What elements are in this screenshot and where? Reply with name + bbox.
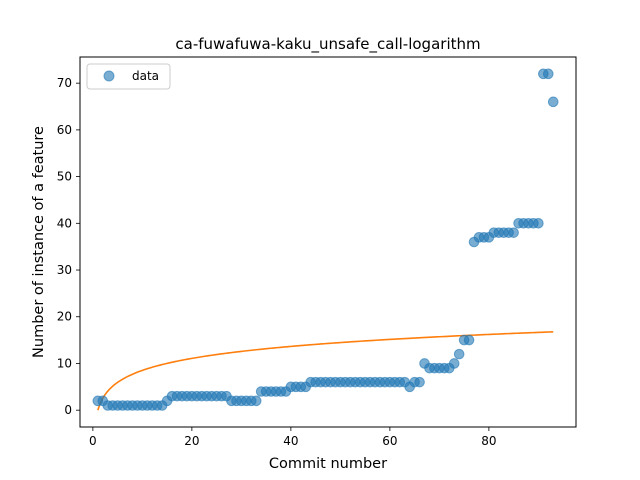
y-tick-label: 50: [57, 170, 72, 184]
data-point: [533, 218, 544, 229]
data-point: [448, 358, 460, 369]
x-axis-label: Commit number: [269, 456, 387, 472]
y-tick-label: 40: [57, 216, 72, 230]
x-tick-label: 20: [184, 434, 199, 448]
y-tick-label: 0: [64, 403, 72, 417]
data-point: [508, 227, 519, 238]
y-tick-label: 70: [57, 76, 72, 90]
data-point: [463, 334, 475, 346]
x-tick-label: 40: [283, 434, 298, 448]
legend-label-data: data: [132, 69, 159, 83]
y-tick-label: 60: [57, 123, 72, 137]
data-points-group: [92, 68, 559, 411]
plot-area: [92, 68, 559, 411]
x-tick-label: 0: [89, 434, 97, 448]
data-point: [453, 348, 465, 360]
data-point: [414, 376, 425, 388]
legend: data: [86, 63, 171, 90]
y-tick-label: 20: [57, 310, 72, 324]
legend-box: [86, 63, 171, 90]
y-axis-label: Number of instance of a feature: [31, 126, 47, 358]
fit-line-group: [97, 331, 554, 411]
y-tick-label: 10: [57, 356, 72, 370]
legend-marker: [103, 70, 115, 82]
y-tick-label: 30: [57, 263, 72, 277]
x-tick-label: 60: [382, 434, 397, 448]
axes-frame: [79, 56, 577, 428]
data-point: [542, 68, 554, 80]
fit-curve: [97, 331, 554, 411]
chart-title: ca-fuwafuwa-kaku_unsafe_call-logarithm: [175, 35, 480, 54]
x-tick-label: 80: [481, 434, 496, 448]
data-point: [547, 96, 559, 108]
y-axis-ticks: 0 10 20 30 40 50 60 70: [57, 76, 80, 417]
data-point: [250, 395, 262, 407]
x-axis-ticks: 0 20 40 60 80: [89, 427, 497, 448]
